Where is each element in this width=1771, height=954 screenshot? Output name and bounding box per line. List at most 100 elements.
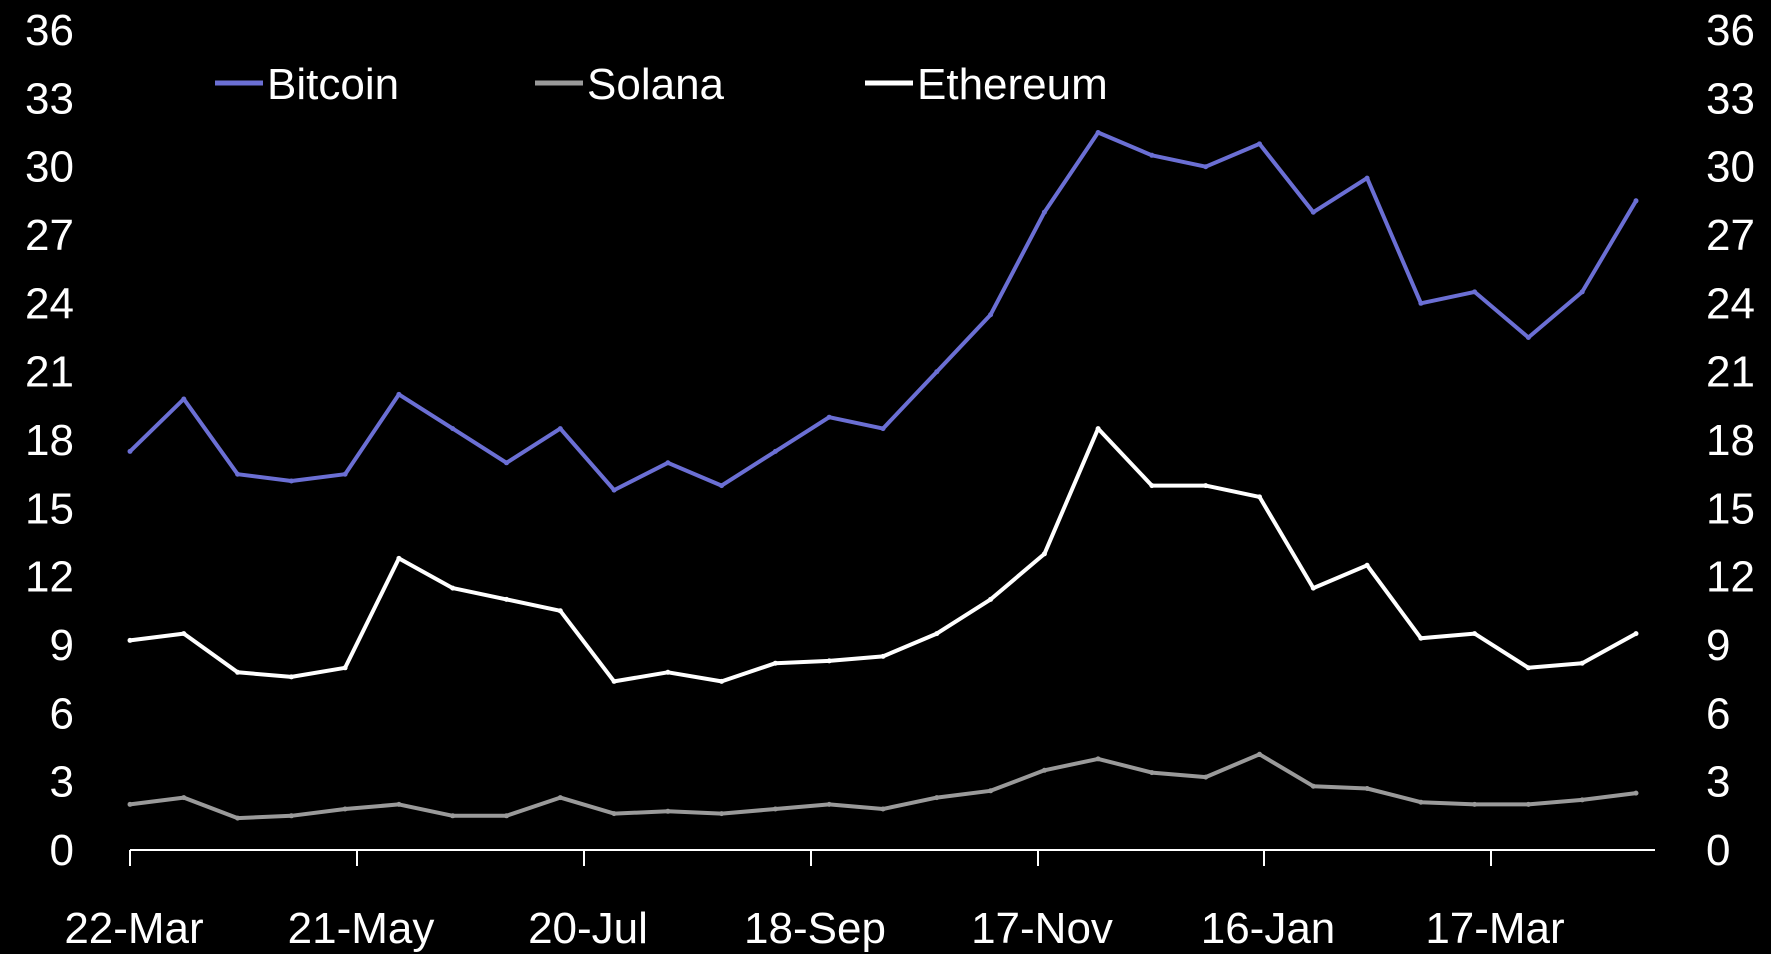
y-tick-label-left: 18 bbox=[25, 416, 74, 465]
data-point-ethereum bbox=[450, 585, 456, 591]
y-tick-label-left: 9 bbox=[50, 621, 74, 670]
y-tick-label-right: 9 bbox=[1706, 621, 1730, 670]
y-tick-label-right: 27 bbox=[1706, 211, 1755, 260]
data-point-solana bbox=[235, 815, 241, 821]
data-point-bitcoin bbox=[1525, 335, 1531, 340]
data-point-bitcoin bbox=[557, 426, 563, 432]
y-tick-label-left: 6 bbox=[50, 689, 74, 738]
data-point-solana bbox=[450, 813, 456, 819]
data-point-bitcoin bbox=[181, 396, 187, 402]
data-point-ethereum bbox=[342, 665, 348, 671]
data-point-solana bbox=[1525, 801, 1531, 807]
data-point-ethereum bbox=[934, 631, 940, 637]
data-point-bitcoin bbox=[342, 471, 348, 477]
data-point-solana bbox=[772, 806, 778, 812]
data-point-solana bbox=[611, 811, 617, 817]
data-point-solana bbox=[557, 795, 563, 801]
data-point-ethereum bbox=[988, 596, 994, 602]
data-point-bitcoin bbox=[504, 460, 509, 466]
y-tick-label-left: 12 bbox=[25, 553, 74, 602]
data-point-ethereum bbox=[1149, 483, 1155, 489]
data-point-solana bbox=[988, 788, 994, 794]
data-point-ethereum bbox=[1095, 426, 1101, 432]
data-point-ethereum bbox=[235, 669, 241, 675]
data-point-bitcoin bbox=[719, 483, 725, 489]
data-point-solana bbox=[288, 813, 294, 819]
y-tick-label-right: 36 bbox=[1706, 6, 1755, 55]
data-point-ethereum bbox=[1310, 585, 1316, 591]
legend-label: Ethereum bbox=[917, 60, 1108, 109]
data-point-bitcoin bbox=[1418, 300, 1424, 306]
y-tick-label-left: 3 bbox=[50, 758, 74, 807]
data-point-bitcoin bbox=[127, 448, 133, 454]
data-point-ethereum bbox=[719, 678, 725, 684]
data-point-solana bbox=[826, 801, 832, 807]
data-point-solana bbox=[1095, 756, 1101, 762]
data-point-solana bbox=[1418, 799, 1424, 805]
data-point-solana bbox=[719, 811, 725, 817]
data-point-bitcoin bbox=[1257, 141, 1262, 147]
data-point-solana bbox=[342, 806, 348, 812]
y-tick-label-left: 33 bbox=[25, 74, 74, 123]
y-tick-label-left: 27 bbox=[25, 211, 74, 260]
y-tick-label-right: 21 bbox=[1706, 348, 1755, 397]
data-point-solana bbox=[1203, 774, 1209, 780]
data-point-bitcoin bbox=[665, 460, 671, 466]
y-tick-label-left: 21 bbox=[25, 348, 74, 397]
x-tick-label: 18-Sep bbox=[744, 904, 886, 953]
data-point-bitcoin bbox=[1203, 164, 1209, 170]
y-tick-label-right: 18 bbox=[1706, 416, 1755, 465]
series-line-ethereum bbox=[128, 426, 1638, 684]
data-point-ethereum bbox=[1525, 665, 1531, 671]
data-point-solana bbox=[1257, 751, 1262, 757]
data-point-bitcoin bbox=[772, 448, 778, 454]
series-line-bitcoin bbox=[128, 130, 1638, 493]
y-tick-label-right: 24 bbox=[1706, 279, 1755, 328]
data-point-ethereum bbox=[557, 608, 563, 614]
data-point-bitcoin bbox=[988, 312, 994, 318]
series-group bbox=[127, 130, 1639, 821]
x-tick-label: 17-Nov bbox=[971, 904, 1113, 953]
data-point-bitcoin bbox=[1579, 289, 1585, 295]
data-point-solana bbox=[504, 813, 509, 819]
y-tick-label-left: 30 bbox=[25, 143, 74, 192]
legend-item-solana: Solana bbox=[535, 60, 725, 109]
y-tick-label-right: 12 bbox=[1706, 553, 1755, 602]
legend-item-bitcoin: Bitcoin bbox=[215, 60, 399, 109]
data-point-bitcoin bbox=[611, 487, 617, 493]
data-point-solana bbox=[1472, 801, 1478, 807]
data-point-solana bbox=[1633, 790, 1639, 796]
x-tick-label: 21-May bbox=[288, 904, 435, 953]
data-point-bitcoin bbox=[1472, 289, 1478, 295]
y-tick-label-left: 15 bbox=[25, 484, 74, 533]
y-tick-label-right: 3 bbox=[1706, 758, 1730, 807]
x-tick-label: 17-Mar bbox=[1425, 904, 1564, 953]
data-point-bitcoin bbox=[450, 426, 456, 432]
data-point-ethereum bbox=[1472, 631, 1478, 637]
x-tick-label: 20-Jul bbox=[528, 904, 648, 953]
legend-label: Solana bbox=[587, 60, 725, 109]
data-point-bitcoin bbox=[1633, 198, 1639, 204]
x-tick-label: 16-Jan bbox=[1201, 904, 1336, 953]
data-point-bitcoin bbox=[396, 391, 402, 397]
data-point-bitcoin bbox=[235, 471, 241, 477]
y-tick-label-left: 24 bbox=[25, 279, 74, 328]
data-point-bitcoin bbox=[1310, 209, 1316, 215]
x-tick-label: 22-Mar bbox=[64, 904, 203, 953]
data-point-ethereum bbox=[288, 674, 294, 680]
data-point-ethereum bbox=[1041, 551, 1047, 557]
data-point-solana bbox=[181, 795, 187, 801]
data-point-bitcoin bbox=[1041, 209, 1047, 215]
y-tick-label-left: 36 bbox=[25, 6, 74, 55]
data-point-solana bbox=[1364, 786, 1370, 791]
data-point-solana bbox=[880, 806, 886, 812]
data-point-bitcoin bbox=[1364, 175, 1370, 181]
data-point-bitcoin bbox=[826, 414, 832, 420]
data-point-solana bbox=[396, 801, 402, 807]
x-axis: 22-Mar 21-May 20-Jul 18-Sep 17-Nov 16-Jan 17-M… bbox=[64, 850, 1565, 953]
y-tick-label-right: 33 bbox=[1706, 74, 1755, 123]
